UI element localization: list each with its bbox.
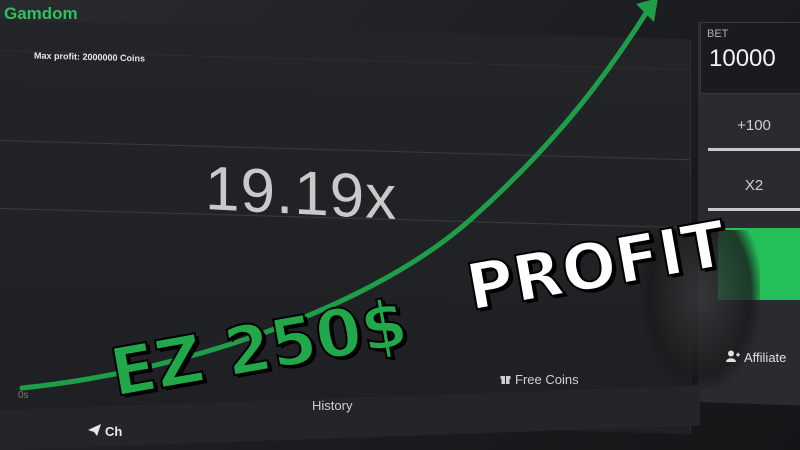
time-axis-start: 0s xyxy=(18,390,29,401)
tab-affiliate[interactable]: Affiliate xyxy=(726,350,786,365)
tab-chat-label: Ch xyxy=(105,424,123,439)
tab-history[interactable]: History xyxy=(312,398,353,413)
brand-logo[interactable]: Gamdom xyxy=(4,4,78,23)
user-plus-icon xyxy=(726,350,740,365)
add-100-button[interactable]: +100 xyxy=(708,102,800,151)
curve-line xyxy=(19,7,651,391)
tab-free-coins-label: Free Coins xyxy=(515,372,579,387)
bet-input[interactable]: BET 10000 xyxy=(700,22,800,94)
double-bet-button[interactable]: X2 xyxy=(708,162,800,211)
tab-affiliate-label: Affiliate xyxy=(744,350,787,365)
tab-free-coins[interactable]: Free Coins xyxy=(500,372,579,387)
bet-label: BET xyxy=(707,28,729,40)
tab-chat[interactable]: Ch xyxy=(88,424,122,439)
gift-icon xyxy=(500,372,511,387)
curve-arrow-head xyxy=(636,0,658,22)
paper-plane-icon xyxy=(88,424,101,439)
bet-value[interactable]: 10000 xyxy=(709,45,776,72)
background-figure xyxy=(640,230,760,390)
